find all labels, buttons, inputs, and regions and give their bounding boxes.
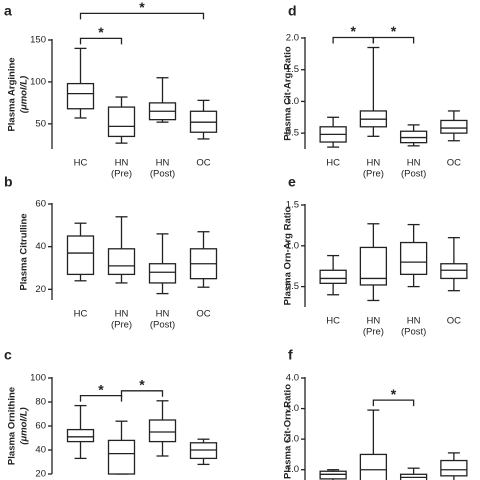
y-axis-unit: (μmol/L) — [19, 407, 30, 444]
y-tick-label: 2.0 — [286, 434, 299, 445]
x-tick-label: HC — [326, 158, 340, 169]
significance-label: * — [98, 24, 104, 40]
x-tick-label: OC — [196, 158, 210, 169]
box — [440, 119, 468, 134]
y-tick-label: 80 — [35, 397, 46, 408]
panel-label: e — [288, 174, 296, 190]
box — [359, 453, 388, 480]
y-tick-label: 0.5 — [286, 128, 299, 139]
significance-bracket — [79, 37, 123, 45]
x-tick-label: (Post) — [150, 320, 175, 331]
y-tick-label: 60 — [35, 199, 46, 210]
panel-label: c — [4, 347, 12, 363]
y-axis-label: Plasma Orn-Arg Ratio — [283, 206, 294, 305]
x-tick-label: OC — [447, 316, 461, 327]
significance-label: * — [139, 377, 145, 393]
y-axis-label: Plasma Cit-Arg Ratio — [283, 46, 294, 141]
significance-label: * — [391, 386, 397, 402]
x-tick-label: HN — [156, 158, 170, 169]
box — [148, 263, 177, 284]
box — [440, 459, 468, 477]
box — [319, 269, 347, 284]
y-tick-label: 3.0 — [286, 403, 299, 414]
x-tick-label: (Pre) — [363, 327, 384, 338]
y-tick-label: 100 — [30, 76, 46, 87]
x-tick-label: HC — [326, 316, 340, 327]
y-tick-label: 20 — [35, 469, 46, 480]
y-axis-label: Plasma Cit-Orn Ratio — [283, 384, 294, 479]
x-tick-label: (Post) — [150, 169, 175, 180]
significance-label: * — [351, 23, 357, 39]
y-tick-label: 1.5 — [286, 200, 299, 211]
x-tick-label: HN — [367, 316, 381, 327]
x-tick-label: (Pre) — [111, 320, 132, 331]
box — [148, 419, 177, 443]
y-axis-label: Plasma Citrulline — [19, 213, 30, 290]
y-tick-label: 4.0 — [286, 373, 299, 384]
box — [399, 241, 428, 276]
box — [107, 106, 136, 138]
box — [107, 439, 136, 475]
box — [66, 428, 95, 443]
significance-label: * — [98, 381, 104, 397]
y-axis-label: Plasma Ornithine — [7, 387, 18, 465]
box — [359, 246, 388, 286]
y-tick-label: 40 — [35, 445, 46, 456]
x-tick-label: HN — [407, 316, 421, 327]
x-tick-label: (Pre) — [111, 169, 132, 180]
x-tick-label: (Pre) — [363, 169, 384, 180]
y-tick-label: 1.0 — [286, 464, 299, 475]
box — [66, 235, 95, 276]
y-tick-label: 1.0 — [286, 240, 299, 251]
panel-label: a — [4, 3, 12, 19]
box — [319, 470, 347, 480]
significance-bracket — [120, 390, 164, 397]
y-tick-label: 20 — [35, 284, 46, 295]
significance-bracket — [372, 36, 415, 44]
y-tick-label: 1.5 — [286, 64, 299, 75]
box — [66, 82, 95, 110]
x-tick-label: HN — [407, 158, 421, 169]
box — [107, 248, 136, 276]
y-axis-unit: (μmol/L) — [19, 76, 30, 113]
y-tick-label: 150 — [30, 35, 46, 46]
significance-bracket — [79, 394, 123, 402]
x-tick-label: HC — [74, 158, 88, 169]
significance-bracket — [79, 12, 205, 20]
x-tick-label: HN — [115, 158, 129, 169]
y-axis-label: Plasma Arginine — [7, 57, 18, 131]
significance-bracket — [372, 399, 415, 407]
x-tick-label: (Post) — [401, 169, 426, 180]
x-tick-label: OC — [196, 309, 210, 320]
y-tick-label: 100 — [30, 373, 46, 384]
x-tick-label: HN — [156, 309, 170, 320]
panel-label: b — [4, 174, 13, 190]
y-tick-label: 0.5 — [286, 281, 299, 292]
significance-label: * — [391, 23, 397, 39]
box — [440, 263, 468, 280]
y-tick-label: 2.0 — [286, 33, 299, 44]
panel-label: f — [288, 347, 293, 363]
x-tick-label: HN — [115, 309, 129, 320]
y-tick-label: 50 — [35, 118, 46, 129]
x-tick-label: HC — [74, 309, 88, 320]
y-tick-label: 40 — [35, 241, 46, 252]
y-tick-label: 60 — [35, 421, 46, 432]
significance-label: * — [139, 0, 145, 15]
x-tick-label: (Post) — [401, 327, 426, 338]
x-tick-label: HN — [367, 158, 381, 169]
panel-label: d — [288, 3, 297, 19]
y-tick-label: 1.0 — [286, 96, 299, 107]
x-tick-label: OC — [447, 158, 461, 169]
